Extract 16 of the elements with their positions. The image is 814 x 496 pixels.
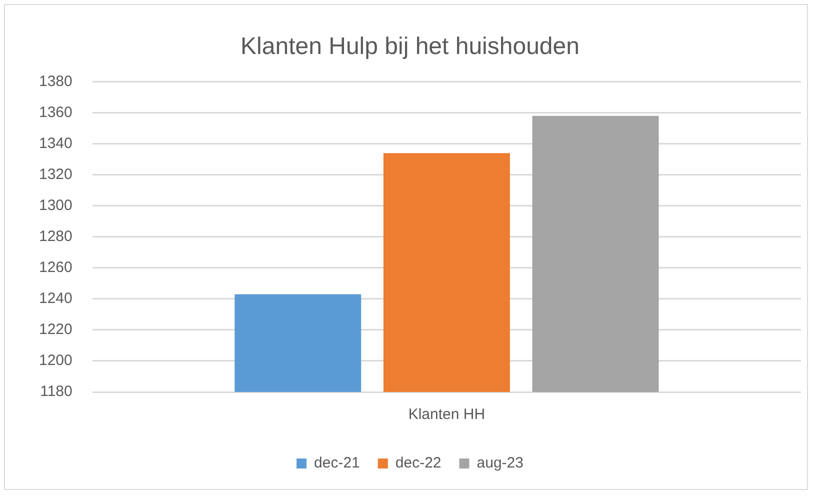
y-tick-label: 1280 <box>38 228 72 246</box>
legend-label: dec-21 <box>314 454 360 472</box>
y-tick-label: 1180 <box>40 383 72 400</box>
legend-label: aug-23 <box>476 454 524 472</box>
y-tick-label: 1340 <box>38 134 72 152</box>
legend-label: dec-22 <box>395 454 442 472</box>
chart-title: Klanten Hulp bij het huishouden <box>240 33 580 60</box>
y-tick-label: 1360 <box>38 104 72 121</box>
y-tick-label: 1200 <box>38 352 72 370</box>
y-tick-label: 1300 <box>38 197 72 214</box>
y-tick-label: 1320 <box>38 166 72 183</box>
y-tick-label: 1240 <box>38 290 72 308</box>
y-tick-label: 1220 <box>38 321 72 338</box>
y-tick-label: 1380 <box>38 72 72 90</box>
y-tick-label: 1260 <box>38 259 72 276</box>
x-tick-label: Klanten HH <box>408 406 486 424</box>
